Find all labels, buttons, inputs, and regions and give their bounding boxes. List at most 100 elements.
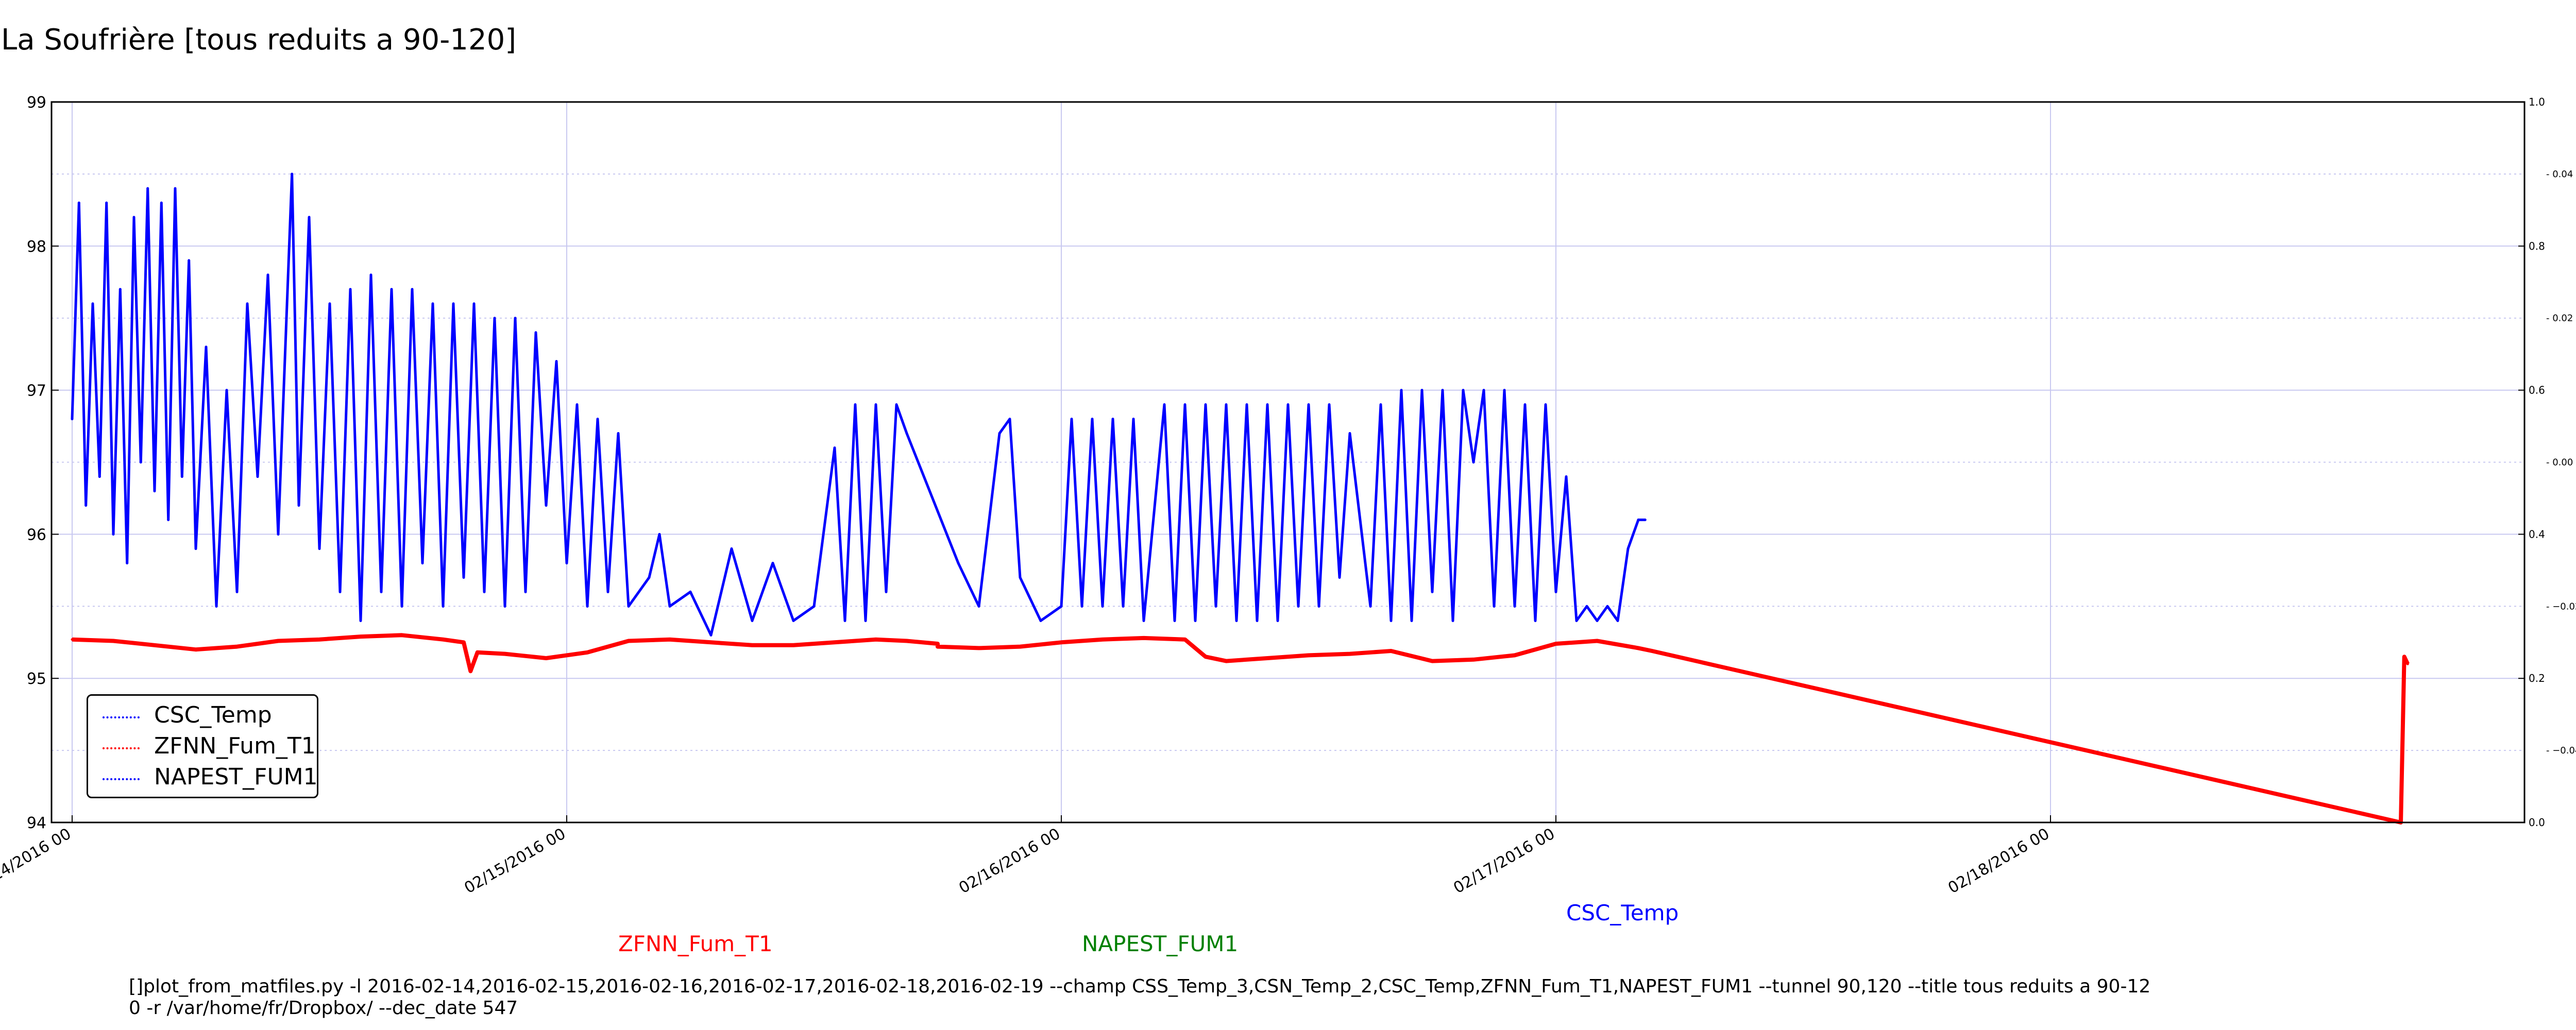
data-point-csc-temp xyxy=(668,605,671,608)
data-point-csc-temp xyxy=(71,418,74,421)
data-point-csc-temp xyxy=(874,403,877,406)
data-point-csc-temp xyxy=(77,201,80,204)
data-point-csc-temp xyxy=(689,590,692,593)
x-tick-label: 02/18/2016 00 xyxy=(1945,825,2053,898)
data-point-csc-temp xyxy=(146,187,149,190)
data-point-csc-temp xyxy=(1523,403,1527,406)
command-line-2: 0 -r /var/home/fr/Dropbox/ --dec_date 54… xyxy=(129,998,518,1019)
data-point-zfnn-fum-t1 xyxy=(503,653,506,656)
data-point-csc-temp xyxy=(1338,576,1341,579)
data-point-zfnn-fum-t1 xyxy=(1183,638,1187,641)
data-point-csc-temp xyxy=(390,288,393,291)
data-point-csc-temp xyxy=(215,605,218,608)
data-point-csc-temp xyxy=(998,432,1001,435)
data-point-csc-temp xyxy=(854,403,857,406)
data-point-csc-temp xyxy=(1245,403,1248,406)
data-point-csc-temp xyxy=(524,590,527,593)
y-tick-label: 95 xyxy=(27,670,46,688)
data-point-csc-temp xyxy=(885,590,888,593)
data-point-zfnn-fum-t1 xyxy=(1225,660,1228,663)
data-point-csc-temp xyxy=(1183,403,1187,406)
data-point-csc-temp xyxy=(709,633,713,637)
y2-tick-label: 0.8 xyxy=(2529,240,2545,252)
data-point-zfnn-fum-t1 xyxy=(1431,660,1434,663)
data-point-csc-temp xyxy=(246,302,249,305)
data-point-csc-temp xyxy=(1441,389,1444,392)
series-label-csc-temp: CSC_Temp xyxy=(1566,900,1679,925)
y3-tick-label: - 0.00 xyxy=(2546,457,2573,468)
data-point-zfnn-fum-t1 xyxy=(905,640,908,642)
data-point-csc-temp xyxy=(617,432,620,435)
data-point-csc-temp xyxy=(1286,403,1290,406)
data-point-csc-temp xyxy=(84,504,88,507)
data-point-csc-temp xyxy=(730,547,733,550)
data-point-csc-temp xyxy=(833,447,836,449)
data-point-zfnn-fum-t1 xyxy=(2403,655,2406,658)
data-point-csc-temp xyxy=(1214,605,1217,608)
data-point-csc-temp xyxy=(400,605,403,608)
y-tick-label: 97 xyxy=(27,382,46,400)
data-point-csc-temp xyxy=(1122,605,1125,608)
data-point-csc-temp xyxy=(596,418,599,421)
data-point-csc-temp xyxy=(895,403,898,406)
data-point-csc-temp xyxy=(452,302,455,305)
data-point-zfnn-fum-t1 xyxy=(1389,649,1393,653)
data-point-csc-temp xyxy=(369,273,372,277)
data-point-zfnn-fum-t1 xyxy=(936,642,939,645)
data-point-csc-temp xyxy=(421,561,424,564)
data-point-csc-temp xyxy=(1482,389,1485,392)
data-point-csc-temp xyxy=(180,475,183,478)
data-point-csc-temp xyxy=(308,216,311,219)
data-point-csc-temp xyxy=(256,475,259,478)
data-point-zfnn-fum-t1 xyxy=(1637,646,1640,649)
command-line-1: []plot_from_matfiles.py -l 2016-02-14,20… xyxy=(129,976,2151,997)
y-tick-label: 94 xyxy=(27,814,46,832)
data-point-csc-temp xyxy=(139,461,142,464)
data-point-zfnn-fum-t1 xyxy=(318,638,321,641)
data-point-csc-temp xyxy=(1132,418,1135,421)
data-point-csc-temp xyxy=(1019,576,1022,579)
data-point-csc-temp xyxy=(1596,619,1599,622)
data-point-zfnn-fum-t1 xyxy=(586,651,589,654)
series-line-zfnn-fum-t1 xyxy=(72,633,2410,825)
data-point-csc-temp xyxy=(1606,605,1609,608)
data-point-csc-temp xyxy=(1585,605,1588,608)
data-point-csc-temp xyxy=(328,302,331,305)
data-point-csc-temp xyxy=(1554,590,1557,593)
data-point-csc-temp xyxy=(277,533,280,536)
data-point-csc-temp xyxy=(194,547,197,550)
command-line-text: []plot_from_matfiles.py -l 2016-02-14,20… xyxy=(129,976,2151,1019)
data-point-csc-temp xyxy=(1400,389,1403,392)
y2-tick-label: 0.0 xyxy=(2529,816,2545,829)
data-point-csc-temp xyxy=(493,317,496,320)
data-point-csc-temp xyxy=(1070,418,1073,421)
data-point-csc-temp xyxy=(174,187,177,190)
data-point-csc-temp xyxy=(1256,619,1259,622)
data-point-csc-temp xyxy=(1472,461,1475,464)
data-point-zfnn-fum-t1 xyxy=(1101,638,1104,641)
y2-tick-label: 0.6 xyxy=(2529,384,2545,397)
plot-frame xyxy=(50,101,2526,823)
data-point-zfnn-fum-t1 xyxy=(2406,662,2409,665)
data-point-csc-temp xyxy=(1410,619,1413,622)
data-point-zfnn-fum-t1 xyxy=(1019,645,1022,648)
data-point-csc-temp xyxy=(1039,619,1042,622)
data-point-csc-temp xyxy=(349,288,352,291)
chart-plot: 02/14/2016 00 02/15/2016 00 02/16/2016 00 0… xyxy=(0,94,2576,898)
data-point-csc-temp xyxy=(1513,605,1516,608)
data-point-csc-temp xyxy=(1328,403,1331,406)
data-point-csc-temp xyxy=(606,590,609,593)
data-point-zfnn-fum-t1 xyxy=(1513,654,1516,657)
y2-tick-label: 0.2 xyxy=(2529,672,2545,684)
data-point-csc-temp xyxy=(266,273,269,277)
data-point-zfnn-fum-t1 xyxy=(194,648,197,651)
data-point-csc-temp xyxy=(431,302,434,305)
data-point-csc-temp xyxy=(1194,619,1197,622)
data-point-zfnn-fum-t1 xyxy=(1204,655,1207,658)
x-tick-label: 02/16/2016 00 xyxy=(956,825,1063,898)
y-tick-label: 99 xyxy=(27,94,46,112)
data-point-csc-temp xyxy=(1420,389,1423,392)
data-point-csc-temp xyxy=(1142,619,1145,622)
data-point-csc-temp xyxy=(812,605,816,608)
data-point-zfnn-fum-t1 xyxy=(359,635,362,638)
